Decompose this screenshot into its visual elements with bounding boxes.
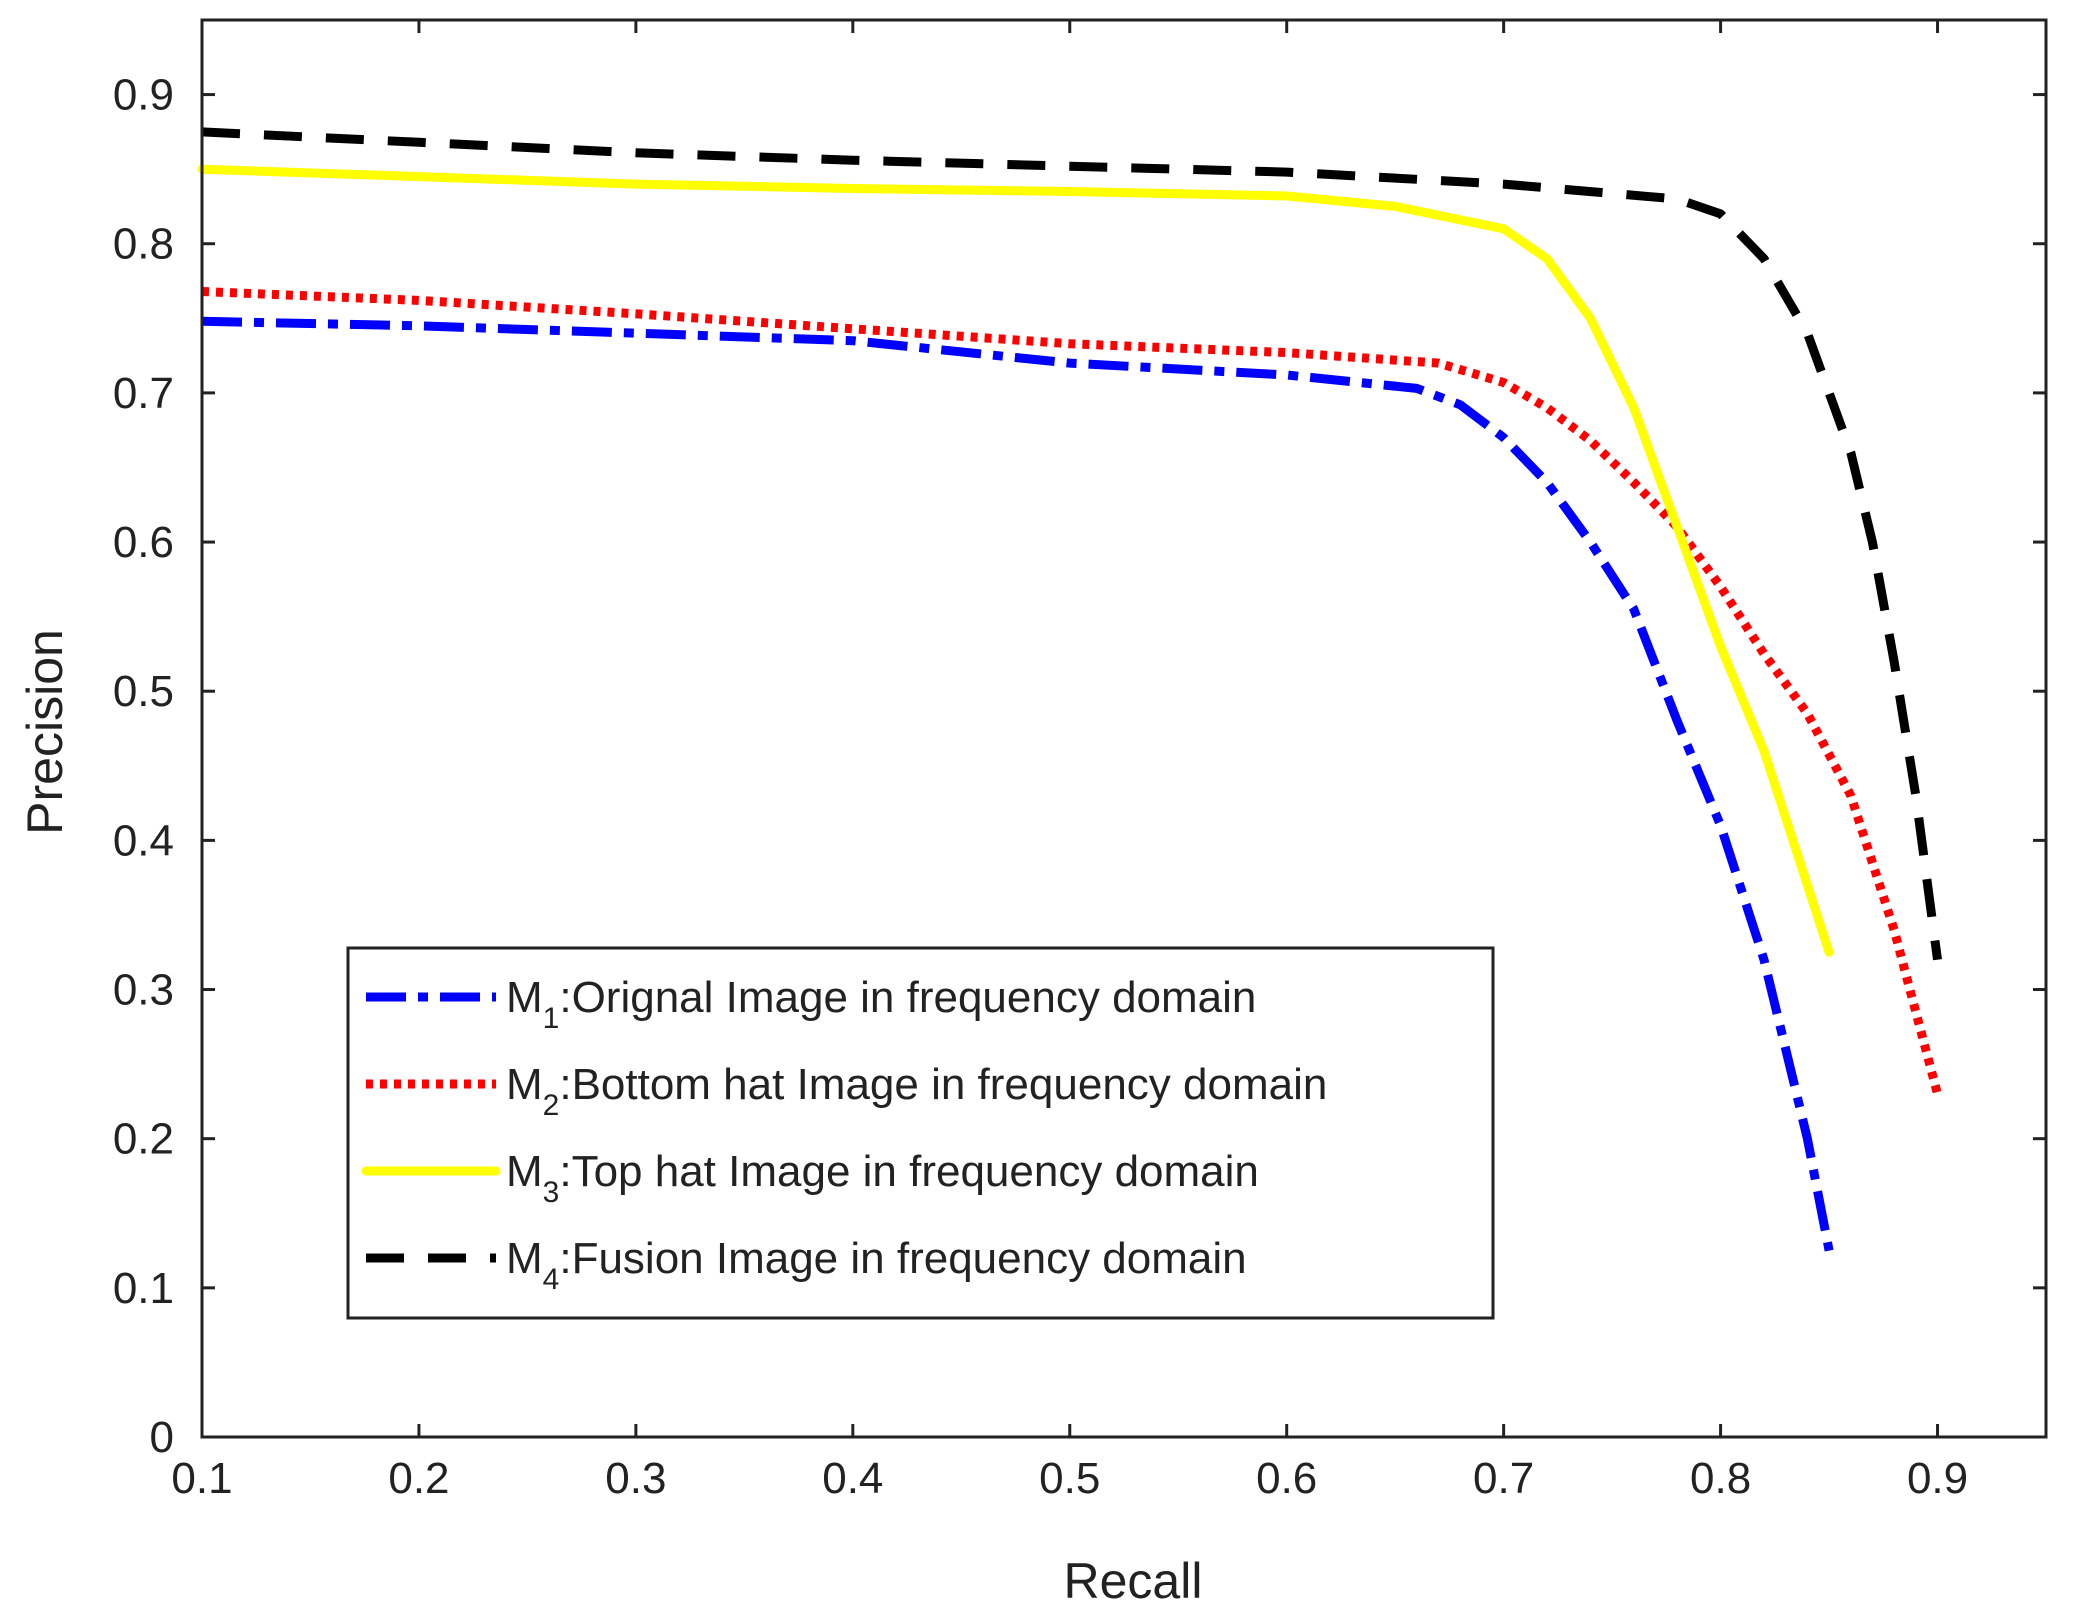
- legend-label-main: M: [506, 1147, 543, 1196]
- series-line-m1: [201, 316, 1834, 1252]
- x-tick-label: 0.2: [388, 1454, 449, 1503]
- y-tick-label: 0.4: [113, 816, 174, 865]
- x-tick-label: 0.6: [1256, 1454, 1317, 1503]
- y-tick-label: 0.1: [113, 1264, 174, 1313]
- y-axis-label: Precision: [17, 629, 73, 835]
- x-tick-label: 0.5: [1039, 1454, 1100, 1503]
- legend-label-rest: :Bottom hat Image in frequency domain: [559, 1060, 1327, 1109]
- legend-label-main: M: [506, 973, 543, 1022]
- legend-label-m4: M4:Fusion Image in frequency domain: [506, 1234, 1247, 1296]
- legend-label-rest: :Top hat Image in frequency domain: [559, 1147, 1259, 1196]
- legend-label-subscript: 3: [543, 1176, 560, 1209]
- y-tick-label: 0.9: [113, 71, 174, 120]
- x-tick-label: 0.1: [171, 1454, 232, 1503]
- x-tick-label: 0.7: [1473, 1454, 1534, 1503]
- y-tick-label: 0.7: [113, 369, 174, 418]
- legend-label-rest: :Orignal Image in frequency domain: [559, 973, 1256, 1022]
- axis-ticks: 0.1 0.2 0.3 0.4 0.5 0.6 0.7 0.8 0.900.10.20.30.4…: [113, 20, 2046, 1503]
- y-tick-label: 0.8: [113, 220, 174, 269]
- series-line-m3: [197, 164, 1834, 957]
- legend: M1:Orignal Image in frequency domainM2:B…: [346, 946, 1495, 1320]
- y-tick-label: 0.2: [113, 1115, 174, 1164]
- x-tick-label: 0.9: [1907, 1454, 1968, 1503]
- x-tick-label: 0.3: [605, 1454, 666, 1503]
- y-tick-label: 0.6: [113, 518, 174, 567]
- x-tick-label: 0.8: [1690, 1454, 1751, 1503]
- legend-label-subscript: 2: [543, 1089, 560, 1122]
- y-tick-label: 0.3: [113, 966, 174, 1015]
- x-axis-label: Recall: [1064, 1553, 1203, 1609]
- y-tick-label: 0.5: [113, 667, 174, 716]
- y-tick-label: 0: [150, 1413, 174, 1462]
- plot-area-frame: [200, 18, 2048, 1439]
- legend-label-m1: M1:Orignal Image in frequency domain: [506, 973, 1256, 1035]
- series-layer: [197, 127, 1942, 1252]
- legend-label-m2: M2:Bottom hat Image in frequency domain: [506, 1060, 1327, 1122]
- legend-label-main: M: [506, 1234, 543, 1283]
- legend-label-subscript: 4: [543, 1263, 560, 1296]
- legend-label-subscript: 1: [543, 1002, 560, 1035]
- x-tick-label: 0.4: [822, 1454, 883, 1503]
- series-line-m4: [201, 127, 1942, 961]
- legend-label-main: M: [506, 1060, 543, 1109]
- legend-label-m3: M3:Top hat Image in frequency domain: [506, 1147, 1259, 1209]
- legend-label-rest: :Fusion Image in frequency domain: [559, 1234, 1246, 1283]
- legend-box: [346, 946, 1495, 1320]
